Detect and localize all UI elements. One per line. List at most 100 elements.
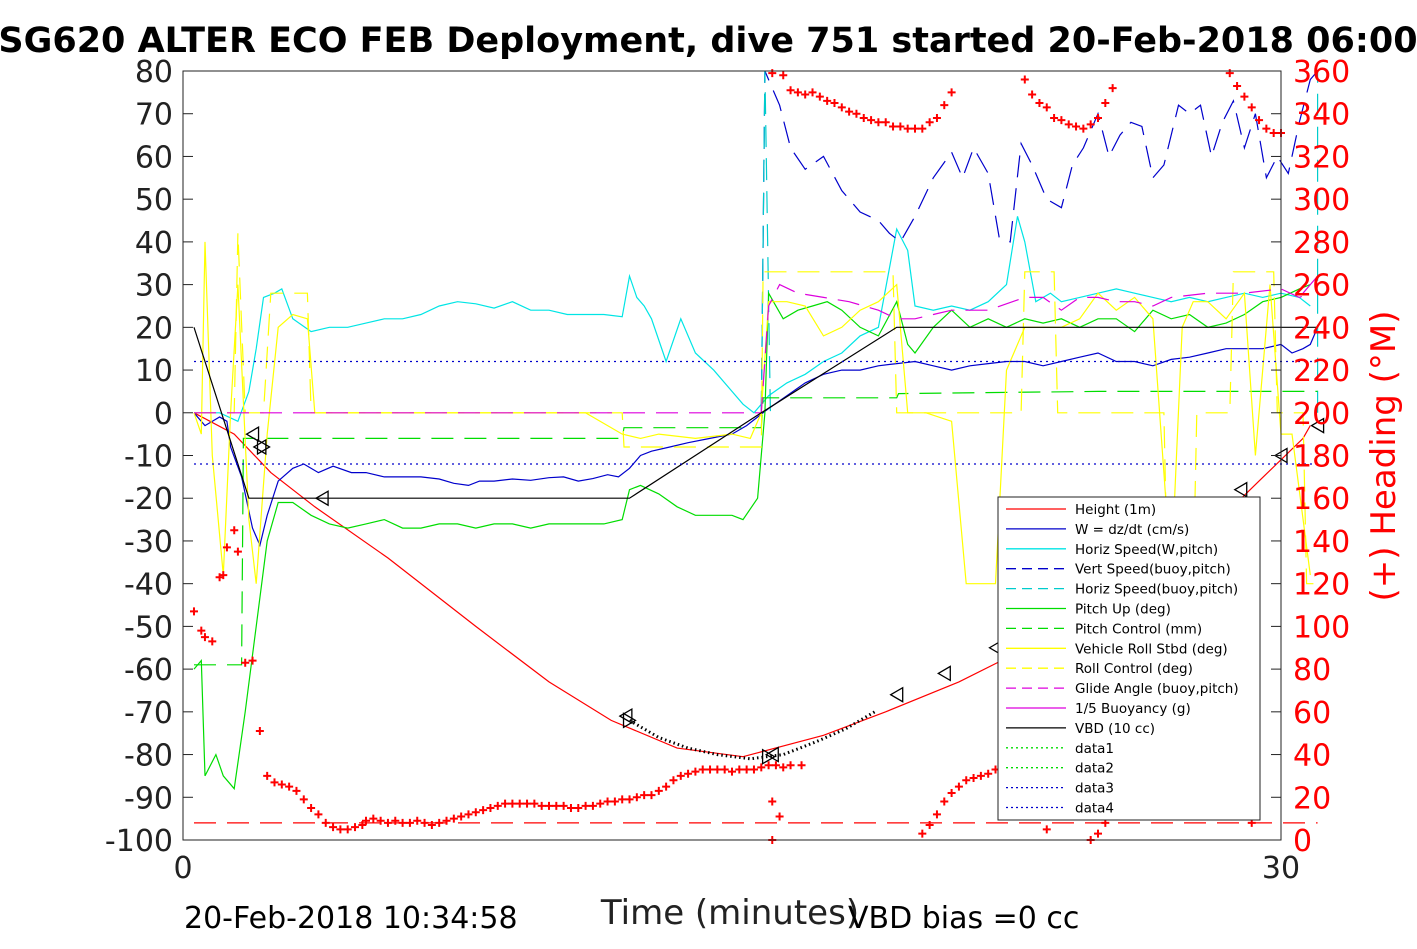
- y2-tick-label: 320: [1293, 140, 1350, 175]
- y-tick-label: -10: [124, 440, 173, 475]
- heading-marker-57: [588, 801, 597, 810]
- heading-marker-21: [329, 823, 338, 832]
- heading-marker-13: [270, 778, 279, 787]
- heading-marker-40: [464, 810, 473, 819]
- heading-marker-90: [779, 71, 788, 80]
- series-line-6: [193, 284, 1311, 791]
- triangle-marker-right-0: [256, 438, 271, 456]
- heading-marker-95: [815, 92, 824, 101]
- heading-marker-138: [1064, 120, 1073, 129]
- y2-tick-label: 80: [1293, 653, 1331, 688]
- y-tick-label: 40: [135, 226, 173, 261]
- y2-tick-label: 100: [1293, 610, 1350, 645]
- heading-marker-22: [336, 825, 345, 834]
- y2-tick-label: 340: [1293, 98, 1350, 133]
- heading-marker-132: [1020, 75, 1029, 84]
- heading-marker-87: [775, 812, 784, 821]
- heading-marker-73: [706, 765, 715, 774]
- legend-label: Horiz Speed(buoy,pitch): [1075, 582, 1238, 598]
- heading-marker-122: [976, 771, 985, 780]
- y2-tick-label: 180: [1293, 440, 1350, 475]
- series-line-2: [194, 216, 1311, 423]
- heading-marker-55: [574, 803, 583, 812]
- heading-marker-107: [903, 124, 912, 133]
- y-tick-label: -80: [124, 739, 173, 774]
- series-layer: [193, 70, 1319, 824]
- heading-marker-78: [742, 765, 751, 774]
- y2-tick-label: 220: [1293, 354, 1350, 389]
- heading-marker-47: [515, 799, 524, 808]
- y-tick-label: 50: [135, 183, 173, 218]
- heading-marker-76: [728, 767, 736, 776]
- legend-label: Vehicle Roll Stbd (deg): [1075, 641, 1228, 657]
- heading-marker-59: [603, 797, 612, 806]
- heading-marker-146: [1094, 829, 1102, 838]
- heading-marker-18: [307, 803, 316, 812]
- heading-marker-85: [797, 761, 806, 770]
- heading-marker-92: [793, 88, 802, 97]
- heading-marker-34: [420, 818, 429, 827]
- legend-label: data3: [1075, 781, 1114, 797]
- y-tick-label: 10: [135, 354, 173, 389]
- y-tick-label: -90: [124, 781, 173, 816]
- heading-marker-12: [263, 771, 272, 780]
- y-tick-label: -20: [124, 482, 173, 517]
- heading-marker-108: [911, 124, 919, 133]
- heading-marker-136: [1050, 113, 1059, 122]
- heading-marker-71: [691, 767, 700, 776]
- heading-marker-26: [362, 816, 370, 825]
- heading-marker-104: [881, 118, 890, 127]
- heading-marker-75: [720, 765, 729, 774]
- heading-marker-143: [1101, 99, 1110, 108]
- heading-marker-25: [358, 821, 367, 830]
- y2-tick-label: 160: [1293, 482, 1350, 517]
- legend-label: Vert Speed(buoy,pitch): [1075, 562, 1231, 578]
- heading-marker-118: [947, 789, 956, 798]
- heading-marker-31: [398, 818, 407, 827]
- y-tick-label: 60: [135, 140, 173, 175]
- heading-marker-86: [768, 797, 777, 806]
- legend-label: Height (1m): [1075, 502, 1156, 518]
- heading-marker-103: [874, 118, 883, 127]
- heading-marker-36: [435, 818, 444, 827]
- heading-marker-169: [1233, 81, 1242, 90]
- heading-marker-109: [918, 124, 927, 133]
- heading-marker-45: [501, 799, 510, 808]
- heading-marker-141: [1086, 120, 1095, 129]
- heading-marker-115: [925, 821, 934, 830]
- legend: Height (1m) W = dz/dt (cm/s) Horiz Speed(W…: [997, 496, 1261, 821]
- y-tick-label: -30: [124, 525, 173, 560]
- heading-marker-173: [1262, 124, 1271, 133]
- triangle-marker-left-1: [252, 438, 267, 456]
- heading-marker-52: [552, 801, 561, 810]
- footer-vbd-bias: VBD bias =0 cc: [848, 901, 1079, 936]
- footer-timestamp: 20-Feb-2018 10:34:58: [184, 901, 518, 936]
- y2-tick-label: 140: [1293, 525, 1350, 560]
- heading-marker-98: [837, 103, 846, 112]
- heading-marker-56: [581, 801, 590, 810]
- heading-marker-137: [1057, 116, 1066, 125]
- heading-marker-123: [984, 769, 993, 778]
- y2-tick-label: 0: [1293, 824, 1312, 859]
- heading-marker-17: [299, 795, 308, 804]
- heading-marker-43: [486, 803, 495, 812]
- heading-marker-140: [1079, 124, 1088, 133]
- heading-marker-102: [867, 116, 876, 125]
- y2-tick-label: 40: [1293, 739, 1331, 774]
- heading-marker-51: [545, 801, 553, 810]
- legend-label: 1/5 Buoyancy (g): [1075, 701, 1191, 717]
- series-line-10: [194, 283, 1311, 414]
- heading-marker-16: [292, 786, 301, 795]
- legend-label: Glide Angle (buoy,pitch): [1075, 681, 1239, 697]
- y-tick-label: 80: [135, 55, 173, 90]
- heading-marker-37: [442, 816, 451, 825]
- heading-marker-89: [768, 69, 777, 78]
- heading-marker-15: [285, 782, 294, 791]
- heading-marker-32: [405, 818, 414, 827]
- heading-marker-119: [954, 782, 963, 791]
- heading-marker-39: [457, 812, 466, 821]
- heading-marker-111: [932, 113, 941, 122]
- heading-marker-29: [383, 818, 392, 827]
- heading-marker-46: [508, 799, 517, 808]
- y2-tick-label: 240: [1293, 311, 1350, 346]
